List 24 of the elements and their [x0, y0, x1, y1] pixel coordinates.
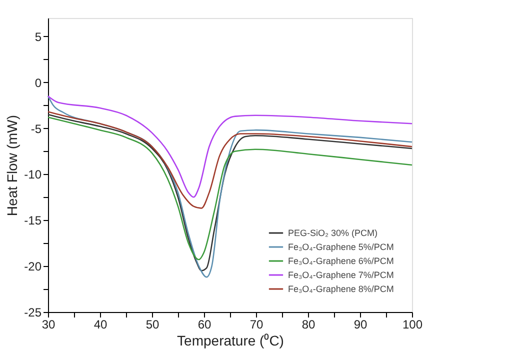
legend-label: Fe₃O₄-Graphene 8%/PCM [288, 284, 394, 294]
x-tick-label: 30 [42, 318, 56, 332]
y-tick-label: -20 [24, 260, 42, 274]
x-tick-label: 80 [302, 318, 316, 332]
x-tick-label: 60 [198, 318, 212, 332]
legend-label: Fe₃O₄-Graphene 7%/PCM [288, 270, 394, 280]
y-tick-label: -15 [24, 214, 42, 228]
y-tick-label: -5 [30, 122, 42, 136]
x-tick-label: 90 [354, 318, 368, 332]
legend-label: Fe₃O₄-Graphene 5%/PCM [288, 242, 394, 252]
line-series [47, 95, 413, 198]
line-series [47, 111, 413, 209]
x-tick-label: 40 [94, 318, 108, 332]
y-tick-label: -25 [24, 306, 42, 320]
y-axis-title: Heat Flow (mW) [4, 114, 20, 216]
x-axis-title: Temperature (⁰C) [177, 332, 284, 348]
legend-label: PEG-SiO₂ 30% (PCM) [288, 228, 378, 238]
x-tick-label: 50 [146, 318, 160, 332]
y-tick-label: -10 [24, 168, 42, 182]
x-tick-label: 100 [402, 318, 423, 332]
y-tick-label: 5 [34, 30, 42, 44]
x-tick-label: 70 [250, 318, 264, 332]
y-tick-label: 0 [34, 76, 42, 90]
legend-label: Fe₃O₄-Graphene 6%/PCM [288, 256, 394, 266]
